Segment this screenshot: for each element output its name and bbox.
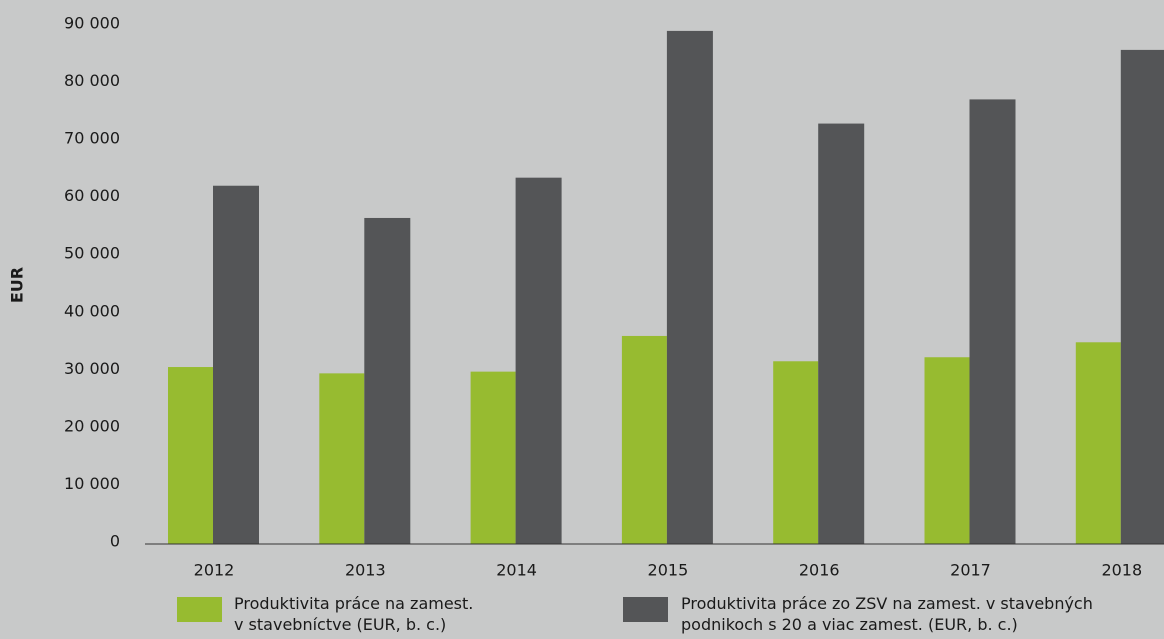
bar (213, 185, 259, 544)
y-tick-label: 0 (110, 532, 120, 551)
bar (818, 123, 865, 545)
bar (969, 99, 1016, 545)
bar (621, 335, 667, 544)
y-tick-label: 70 000 (64, 129, 120, 148)
bar (1120, 49, 1164, 545)
x-tick-label: 2012 (194, 561, 235, 580)
bar (515, 177, 562, 544)
x-tick-label: 2016 (799, 561, 840, 580)
bar (470, 371, 516, 544)
x-tick-label: 2014 (496, 561, 537, 580)
y-axis-label: EUR (8, 267, 27, 303)
x-tick-label: 2017 (950, 561, 991, 580)
y-tick-label: 10 000 (64, 474, 120, 493)
y-tick-label: 40 000 (64, 301, 120, 320)
y-tick-label: 30 000 (64, 359, 120, 378)
legend-label: Produktivita práce na zamest. v stavební… (234, 594, 474, 634)
bar (924, 357, 970, 544)
y-tick-label: 80 000 (64, 71, 120, 90)
x-tick-label: 2015 (648, 561, 689, 580)
chart: EUR 0 10 000 20 000 30 000 40 000 50 000 60 00… (8, 14, 1164, 580)
y-tick-label: 50 000 (64, 244, 120, 263)
bar (364, 217, 411, 544)
y-tick-label: 90 000 (64, 14, 120, 33)
legend-swatch (623, 597, 668, 622)
bar (1075, 342, 1121, 544)
bar (319, 373, 365, 544)
x-tick-label: 2013 (345, 561, 386, 580)
bar (168, 367, 213, 544)
legend-label: Produktivita práce zo ZSV na zamest. v s… (681, 594, 1093, 634)
y-tick-label: 20 000 (64, 416, 120, 435)
bar (773, 361, 819, 544)
legend-swatch (177, 597, 222, 622)
bar (666, 30, 713, 544)
x-tick-label: 2018 (1101, 561, 1142, 580)
y-tick-label: 60 000 (64, 186, 120, 205)
